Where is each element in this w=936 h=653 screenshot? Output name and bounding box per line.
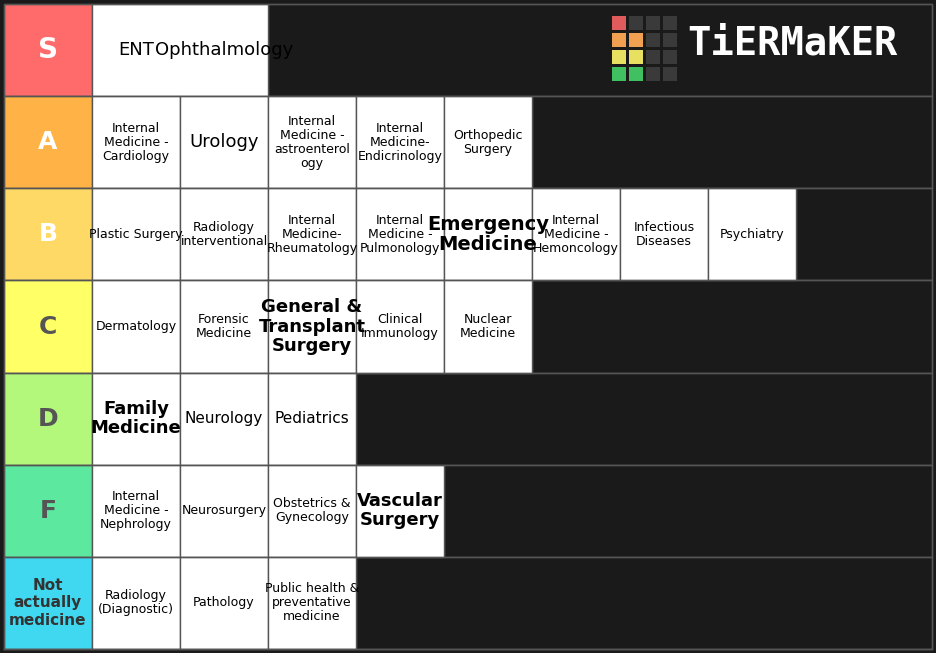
Text: Public health &
preventative
medicine: Public health & preventative medicine — [265, 582, 359, 624]
Bar — [663, 33, 677, 47]
Bar — [620, 188, 708, 280]
Bar — [356, 280, 444, 373]
Text: Family
Medicine: Family Medicine — [91, 400, 182, 438]
Bar — [796, 188, 932, 280]
Bar — [356, 373, 932, 465]
Text: Dermatology: Dermatology — [95, 320, 177, 333]
Bar — [92, 188, 180, 280]
Bar — [612, 67, 626, 81]
Bar — [4, 280, 92, 373]
Text: B: B — [38, 223, 57, 246]
Bar — [92, 373, 180, 465]
Bar — [268, 557, 356, 649]
Bar — [4, 96, 92, 188]
Text: ENT: ENT — [118, 41, 154, 59]
Bar — [268, 280, 356, 373]
Bar — [4, 373, 92, 465]
Bar — [268, 96, 356, 188]
Text: Orthopedic
Surgery: Orthopedic Surgery — [453, 129, 522, 155]
Bar — [180, 280, 268, 373]
Bar — [444, 188, 532, 280]
Bar — [4, 188, 92, 280]
Bar — [92, 96, 180, 188]
Text: Obstetrics &
Gynecology: Obstetrics & Gynecology — [273, 498, 351, 524]
Text: C: C — [38, 315, 57, 338]
Bar — [180, 96, 268, 188]
Bar — [532, 188, 620, 280]
Text: TiERMaKER: TiERMaKER — [687, 25, 898, 63]
Text: Vascular
Surgery: Vascular Surgery — [357, 492, 443, 530]
Bar — [629, 67, 643, 81]
Bar — [629, 33, 643, 47]
Text: S: S — [38, 36, 58, 64]
Bar — [92, 465, 180, 557]
Text: Urology: Urology — [189, 133, 258, 151]
Bar — [356, 465, 444, 557]
Text: Neurosurgery: Neurosurgery — [182, 504, 267, 517]
Text: Internal
Medicine -
Hemoncology: Internal Medicine - Hemoncology — [534, 214, 619, 255]
Bar — [4, 4, 92, 96]
Bar — [444, 96, 532, 188]
Text: Pediatrics: Pediatrics — [274, 411, 349, 426]
Text: Plastic Surgery: Plastic Surgery — [89, 228, 183, 241]
Text: Infectious
Diseases: Infectious Diseases — [634, 221, 695, 248]
Text: Neurology: Neurology — [185, 411, 263, 426]
Bar — [629, 50, 643, 64]
Bar — [612, 50, 626, 64]
Bar — [180, 557, 268, 649]
Bar — [629, 16, 643, 30]
Bar — [532, 280, 932, 373]
Bar — [356, 96, 444, 188]
Text: Internal
Medicine -
Pulmonology: Internal Medicine - Pulmonology — [359, 214, 440, 255]
Text: D: D — [37, 407, 58, 430]
Bar — [612, 16, 626, 30]
Text: Pathology: Pathology — [193, 596, 255, 609]
Bar — [92, 557, 180, 649]
Text: Internal
Medicine-
Rheumatology: Internal Medicine- Rheumatology — [267, 214, 358, 255]
Text: Radiology
interventional: Radiology interventional — [181, 221, 268, 248]
Bar — [268, 465, 356, 557]
Bar — [612, 33, 626, 47]
Bar — [92, 280, 180, 373]
Text: Internal
Medicine-
Endicrinology: Internal Medicine- Endicrinology — [358, 121, 443, 163]
Bar — [444, 465, 932, 557]
Bar — [646, 67, 660, 81]
Text: Internal
Medicine -
Nephrology: Internal Medicine - Nephrology — [100, 490, 172, 532]
Bar — [663, 16, 677, 30]
Bar — [4, 557, 92, 649]
Text: Psychiatry: Psychiatry — [720, 228, 784, 241]
Bar — [180, 188, 268, 280]
Bar — [532, 96, 932, 188]
Text: Ophthalmology: Ophthalmology — [154, 41, 293, 59]
Bar — [268, 188, 356, 280]
Text: Nuclear
Medicine: Nuclear Medicine — [460, 313, 516, 340]
Bar — [4, 465, 92, 557]
Text: Radiology
(Diagnostic): Radiology (Diagnostic) — [98, 590, 174, 616]
Bar — [268, 4, 932, 96]
Bar — [663, 50, 677, 64]
Bar — [708, 188, 796, 280]
Bar — [180, 373, 268, 465]
Bar — [444, 280, 532, 373]
Text: General &
Transplant
Surgery: General & Transplant Surgery — [258, 298, 365, 355]
Bar — [646, 16, 660, 30]
Bar — [180, 465, 268, 557]
Bar — [646, 33, 660, 47]
Text: Internal
Medicine -
astroenterol
ogy: Internal Medicine - astroenterol ogy — [274, 115, 350, 170]
Bar — [646, 50, 660, 64]
Text: A: A — [38, 130, 58, 154]
Text: Not
actually
medicine: Not actually medicine — [9, 578, 87, 628]
Bar — [356, 557, 932, 649]
Text: Emergency
Medicine: Emergency Medicine — [427, 215, 549, 254]
Text: F: F — [39, 499, 56, 523]
Text: Internal
Medicine -
Cardiology: Internal Medicine - Cardiology — [103, 121, 169, 163]
Text: Forensic
Medicine: Forensic Medicine — [196, 313, 252, 340]
Bar — [663, 67, 677, 81]
Bar — [92, 4, 268, 96]
Bar — [356, 188, 444, 280]
Bar — [268, 373, 356, 465]
Text: Clinical
Immunology: Clinical Immunology — [361, 313, 439, 340]
